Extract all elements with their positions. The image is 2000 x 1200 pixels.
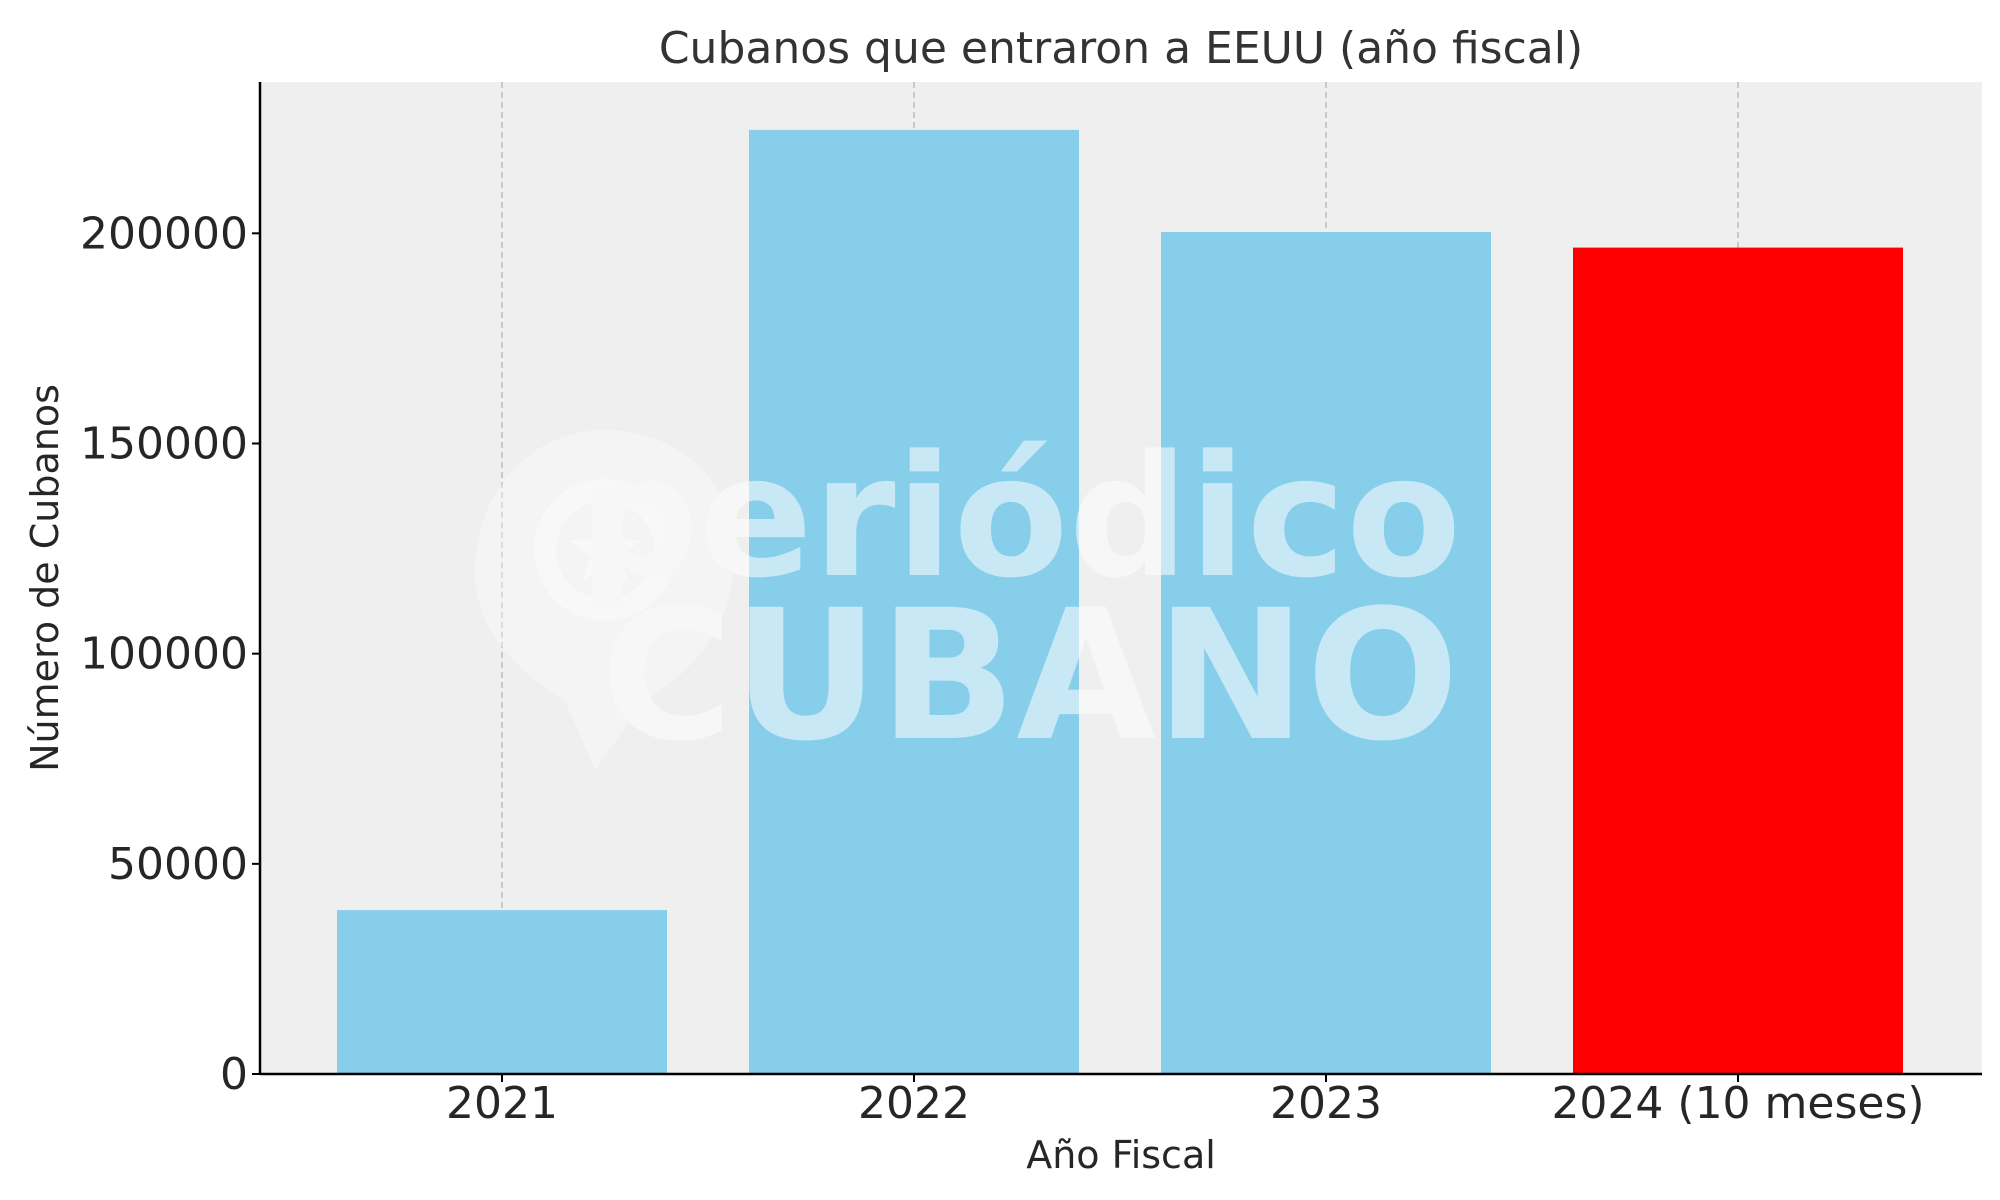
bar-2021 — [337, 910, 667, 1074]
bar-2023 — [1161, 232, 1491, 1074]
chart-title: Cubanos que entraron a EEUU (año fiscal) — [659, 23, 1583, 74]
y-tick-label: 100000 — [80, 629, 248, 680]
watermark-line2: CUBANO — [601, 572, 1459, 781]
watermark-pin-icon — [475, 430, 735, 770]
y-tick-label: 200000 — [80, 208, 248, 259]
x-tick-label: 2021 — [446, 1078, 558, 1129]
bar-2022 — [749, 129, 1079, 1074]
y-tick-label: 150000 — [80, 418, 248, 469]
y-tick-label: 50000 — [108, 839, 248, 890]
x-tick-label: 2024 (10 meses) — [1551, 1078, 1924, 1129]
y-axis-label: Número de Cubanos — [23, 384, 67, 772]
x-tick-label: 2022 — [858, 1078, 970, 1129]
x-ticks: 2021 2022 2023 2024 (10 meses) — [446, 1074, 1925, 1129]
watermark-line1: periódico — [579, 419, 1462, 615]
axes — [258, 82, 1982, 1076]
watermark: periódico CUBANO — [475, 419, 1461, 781]
y-ticks: 0 50000 100000 150000 200000 — [80, 208, 260, 1100]
y-tick-label: 0 — [220, 1049, 248, 1100]
bars — [337, 129, 1903, 1075]
x-tick-label: 2023 — [1270, 1078, 1382, 1129]
x-axis-label: Año Fiscal — [1026, 1133, 1216, 1177]
bar-2024-10-meses — [1573, 247, 1903, 1075]
